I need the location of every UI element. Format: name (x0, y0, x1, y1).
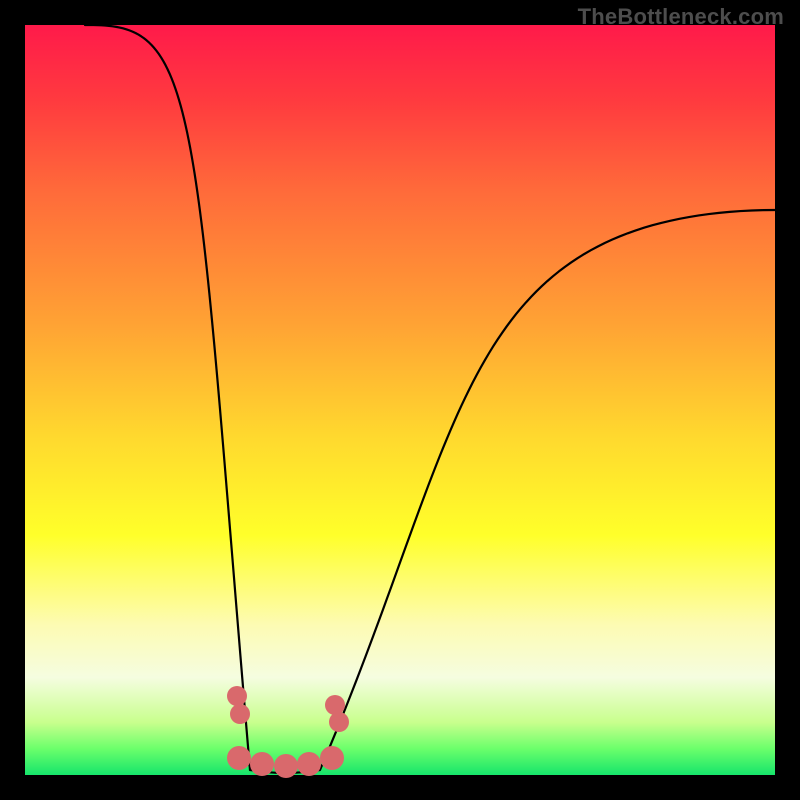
curve-dot (227, 686, 247, 706)
curve-dot (274, 754, 298, 778)
curve-dot (230, 704, 250, 724)
plot-background-gradient (25, 25, 775, 775)
curve-dot (329, 712, 349, 732)
curve-dot (227, 746, 251, 770)
chart-svg (0, 0, 800, 800)
curve-dot (320, 746, 344, 770)
curve-dot (325, 695, 345, 715)
curve-dot (250, 752, 274, 776)
chart-stage: TheBottleneck.com (0, 0, 800, 800)
curve-dot (297, 752, 321, 776)
